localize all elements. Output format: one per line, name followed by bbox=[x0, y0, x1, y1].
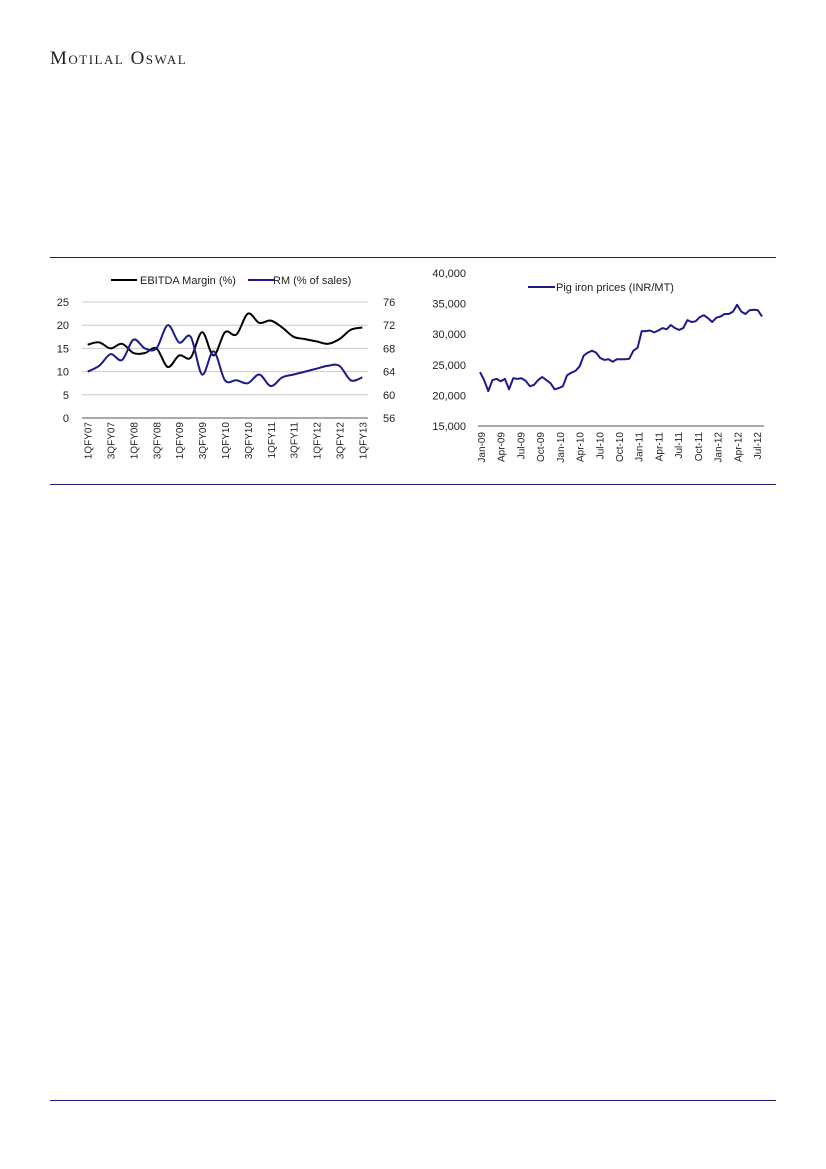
x-tick-label: 1QFY13 bbox=[358, 422, 369, 460]
legend-label: RM (% of sales) bbox=[273, 275, 351, 287]
x-tick-label: 1QFY07 bbox=[84, 422, 95, 460]
y-left-tick-label: 0 bbox=[63, 413, 69, 425]
brand-logo: Motilal Oswal bbox=[50, 48, 188, 69]
legend-label: Pig iron prices (INR/MT) bbox=[556, 282, 674, 294]
y-right-tick-label: 56 bbox=[383, 413, 395, 425]
x-tick-label: Apr-12 bbox=[733, 432, 744, 462]
x-tick-label: Jul-09 bbox=[516, 432, 527, 460]
x-tick-label: Oct-11 bbox=[694, 432, 705, 462]
x-tick-label: 1QFY08 bbox=[129, 422, 140, 460]
y-tick-label: 20,000 bbox=[432, 390, 466, 402]
x-tick-label: Jan-09 bbox=[477, 432, 488, 463]
legend-label: EBITDA Margin (%) bbox=[140, 275, 236, 287]
y-tick-label: 30,000 bbox=[432, 329, 466, 341]
x-tick-label: Jul-10 bbox=[595, 432, 606, 460]
y-right-tick-label: 76 bbox=[383, 297, 395, 309]
y-left-tick-label: 5 bbox=[63, 390, 69, 402]
x-tick-label: 3QFY09 bbox=[198, 422, 209, 460]
x-tick-label: 1QFY10 bbox=[221, 422, 232, 460]
x-tick-label: Oct-10 bbox=[615, 432, 626, 462]
y-tick-label: 35,000 bbox=[432, 299, 466, 311]
series-line-ebitda-margin bbox=[87, 312, 363, 368]
y-right-tick-label: 64 bbox=[383, 367, 395, 379]
x-tick-label: Apr-10 bbox=[576, 432, 587, 462]
x-tick-label: 3QFY11 bbox=[290, 422, 301, 459]
x-tick-label: Jul-12 bbox=[753, 432, 764, 460]
x-tick-label: Apr-09 bbox=[497, 432, 508, 462]
y-tick-label: 40,000 bbox=[432, 268, 466, 280]
top-rule bbox=[50, 257, 776, 258]
y-right-tick-label: 72 bbox=[383, 320, 395, 332]
y-right-tick-label: 68 bbox=[383, 343, 395, 355]
bottom-rule bbox=[50, 1100, 776, 1101]
y-left-tick-label: 20 bbox=[57, 320, 69, 332]
x-tick-label: 1QFY09 bbox=[175, 422, 186, 460]
x-tick-label: 3QFY07 bbox=[107, 422, 118, 460]
x-tick-label: 3QFY10 bbox=[244, 422, 255, 460]
x-tick-label: Jul-11 bbox=[674, 432, 685, 459]
x-tick-label: Jan-12 bbox=[714, 432, 725, 463]
y-tick-label: 15,000 bbox=[432, 421, 466, 433]
x-tick-label: 1QFY11 bbox=[267, 422, 278, 459]
x-tick-label: 3QFY08 bbox=[152, 422, 163, 460]
y-left-tick-label: 15 bbox=[57, 343, 69, 355]
x-tick-label: Jan-10 bbox=[556, 432, 567, 463]
x-tick-label: Jan-11 bbox=[635, 432, 646, 462]
x-tick-label: Oct-09 bbox=[536, 432, 547, 462]
y-right-tick-label: 60 bbox=[383, 390, 395, 402]
y-left-tick-label: 10 bbox=[57, 367, 69, 379]
y-tick-label: 25,000 bbox=[432, 360, 466, 372]
series-line-pig-iron bbox=[479, 303, 763, 393]
y-left-tick-label: 25 bbox=[57, 297, 69, 309]
x-tick-label: 1QFY12 bbox=[313, 422, 324, 460]
middle-rule bbox=[50, 484, 776, 485]
x-tick-label: Apr-11 bbox=[654, 432, 665, 462]
series-line-rm-share bbox=[87, 324, 363, 388]
x-tick-label: 3QFY12 bbox=[335, 422, 346, 460]
